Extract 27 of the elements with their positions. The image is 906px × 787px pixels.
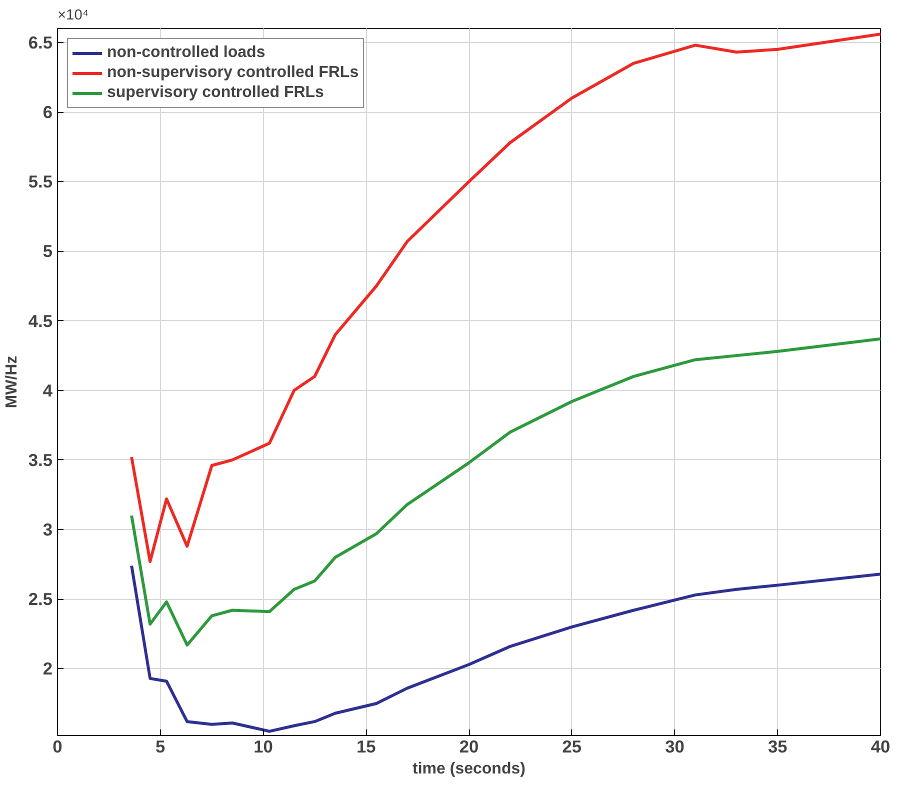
y-tick-label: 4 — [42, 380, 53, 400]
y-tick-label: 4.5 — [28, 310, 53, 331]
x-tick-label: 25 — [562, 736, 582, 756]
y-axis-title: MW/Hz — [3, 356, 20, 408]
text: ×10⁴ — [58, 8, 89, 24]
y-tick-label: 6 — [42, 102, 53, 122]
legend-label: non-supervisory controlled FRLs — [107, 64, 359, 82]
y-tick-label: 5.5 — [28, 172, 53, 192]
legend-label: supervisory controlled FRLs — [107, 84, 324, 102]
x-tick-label: 40 — [870, 736, 890, 756]
line-series — [130, 337, 880, 647]
y-tick-label: 2.5 — [28, 589, 53, 610]
x-tick-label: 10 — [254, 736, 273, 756]
y-tick-label: 3 — [42, 520, 53, 540]
x-tick-label: 5 — [156, 736, 166, 756]
y-tick-label: 3.5 — [28, 450, 53, 470]
x-tick-label: 35 — [768, 736, 788, 756]
legend-label: non-controlled loads — [107, 44, 266, 62]
x-tick-label: 30 — [665, 736, 684, 756]
y-tick-label: 5 — [42, 241, 53, 262]
y-tick-label: 6.5 — [28, 32, 53, 52]
x-tick-label: 20 — [459, 736, 479, 756]
line-series — [130, 564, 880, 733]
y-tick-label: 2 — [42, 658, 53, 679]
x-axis-title: time (seconds) — [412, 760, 526, 778]
x-tick-label: 15 — [356, 736, 376, 756]
x-tick-label: 0 — [52, 736, 62, 756]
